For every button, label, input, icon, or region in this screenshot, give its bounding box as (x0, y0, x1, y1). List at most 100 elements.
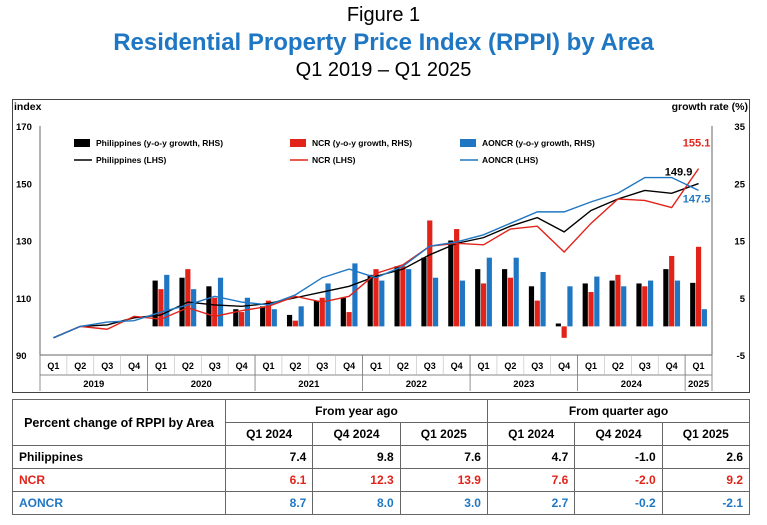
left-tick-label: 130 (16, 237, 32, 248)
x-tick-label: Q3 (531, 361, 543, 371)
bar (233, 309, 239, 327)
x-tick-label: Q1 (155, 361, 167, 371)
x-tick-label: Q4 (236, 361, 248, 371)
legend-swatch (74, 139, 90, 147)
bar (352, 263, 358, 327)
right-tick-label: 25 (734, 179, 745, 190)
bar (502, 269, 508, 327)
table-cell: 2.7 (486, 491, 576, 515)
legend-swatch (290, 139, 306, 147)
table-header-row-2: Q1 2024 Q4 2024 Q1 2025 Q1 2024 Q4 2024 … (13, 422, 751, 446)
table-cell: 12.3 (312, 468, 401, 492)
row-name-philippines: Philippines (12, 445, 226, 469)
table-cell: 7.4 (224, 445, 314, 469)
bar (313, 300, 320, 327)
legend-item: AONCR (LHS) (482, 155, 538, 165)
data-label: 149.9 (665, 167, 693, 179)
table-col-header: Q1 2025 (661, 422, 751, 446)
year-label: 2019 (83, 379, 104, 390)
bar (346, 312, 352, 327)
bar (555, 323, 561, 327)
rppi-chart: index growth rate (%) 90 110 130 150 170 -5 5 15 2… (14, 101, 748, 391)
bar (609, 280, 615, 327)
x-tick-label: Q1 (585, 361, 597, 371)
x-tick-label: Q1 (478, 361, 490, 371)
bar (427, 220, 433, 327)
bar (674, 280, 681, 327)
bar (480, 283, 487, 327)
bar (152, 280, 158, 327)
bar (588, 292, 594, 327)
row-name-ncr: NCR (12, 468, 226, 492)
bar (217, 277, 224, 327)
table-group-yoy: From year ago (225, 399, 488, 423)
table-col-header: Q1 2025 (399, 422, 488, 446)
series-line (53, 176, 699, 339)
x-tick-label: Q4 (666, 361, 678, 371)
table-cell: 13.9 (399, 468, 488, 492)
bar (486, 257, 492, 327)
series-line (53, 168, 700, 339)
bar (367, 274, 373, 327)
bar (239, 312, 245, 327)
left-tick-label: 170 (16, 122, 32, 133)
table-cell: 7.6 (399, 445, 488, 469)
right-tick-label: 35 (734, 122, 745, 133)
table-col-header: Q1 2024 (224, 422, 314, 446)
bar (540, 271, 546, 327)
figure-label: Figure 1 (346, 4, 421, 26)
table-cell: 4.7 (486, 445, 576, 469)
table-row: Philippines 7.4 9.8 7.6 4.7 -1.0 2.6 (12, 445, 751, 469)
year-label: 2022 (406, 379, 427, 390)
rppi-table: Percent change of RPPI by Area From year… (12, 399, 751, 515)
table-col-header: Q4 2024 (312, 422, 401, 446)
bar (298, 306, 304, 327)
bar (325, 283, 331, 327)
bar (421, 257, 427, 327)
x-tick-label: Q1 (47, 361, 59, 371)
table-cell: 9.2 (661, 468, 751, 492)
bar (475, 269, 481, 327)
bar (454, 229, 460, 327)
bar (286, 314, 293, 327)
data-label: 155.1 (683, 138, 711, 150)
chart-title: Residential Property Price Index (RPPI) … (113, 29, 654, 56)
table-group-qoq: From quarter ago (486, 399, 751, 423)
x-tick-label: Q1 (693, 361, 705, 371)
table-cell: 2.6 (661, 445, 751, 469)
bar (695, 246, 702, 327)
bar (400, 266, 406, 327)
data-label: 147.5 (683, 193, 711, 205)
x-tick-label: Q1 (262, 361, 274, 371)
table-col-header: Q4 2024 (574, 422, 663, 446)
right-axis-label: growth rate (%) (672, 101, 748, 113)
bar (621, 286, 627, 327)
x-tick-label: Q3 (316, 361, 328, 371)
bar (432, 277, 439, 327)
bar (260, 306, 266, 327)
bar (648, 280, 654, 327)
table-cell: -0.2 (574, 491, 663, 515)
x-tick-label: Q4 (128, 361, 140, 371)
bar (690, 282, 696, 327)
bar (561, 326, 567, 338)
bar (212, 297, 218, 327)
x-tick-label: Q2 (612, 361, 624, 371)
series-line (53, 182, 699, 339)
year-label: 2021 (298, 379, 320, 390)
table-header-row-1: Percent change of RPPI by Area From year… (12, 399, 751, 446)
left-tick-label: 90 (16, 351, 27, 362)
year-label: 2024 (621, 379, 643, 390)
bar (669, 255, 675, 327)
bar (528, 286, 535, 327)
legend-swatch (460, 139, 476, 147)
table-row: NCR 6.1 12.3 13.9 7.6 -2.0 9.2 (12, 468, 751, 492)
table-cell: -1.0 (574, 445, 663, 469)
table-cell: 7.6 (486, 468, 576, 492)
bar (459, 280, 466, 327)
title-block: Figure 1 Residential Property Price Inde… (0, 2, 767, 82)
table-row-header: Percent change of RPPI by Area (12, 399, 226, 446)
table-row: AONCR 8.7 8.0 3.0 2.7 -0.2 -2.1 (12, 491, 751, 515)
bar (185, 269, 191, 327)
x-tick-label: Q2 (289, 361, 301, 371)
